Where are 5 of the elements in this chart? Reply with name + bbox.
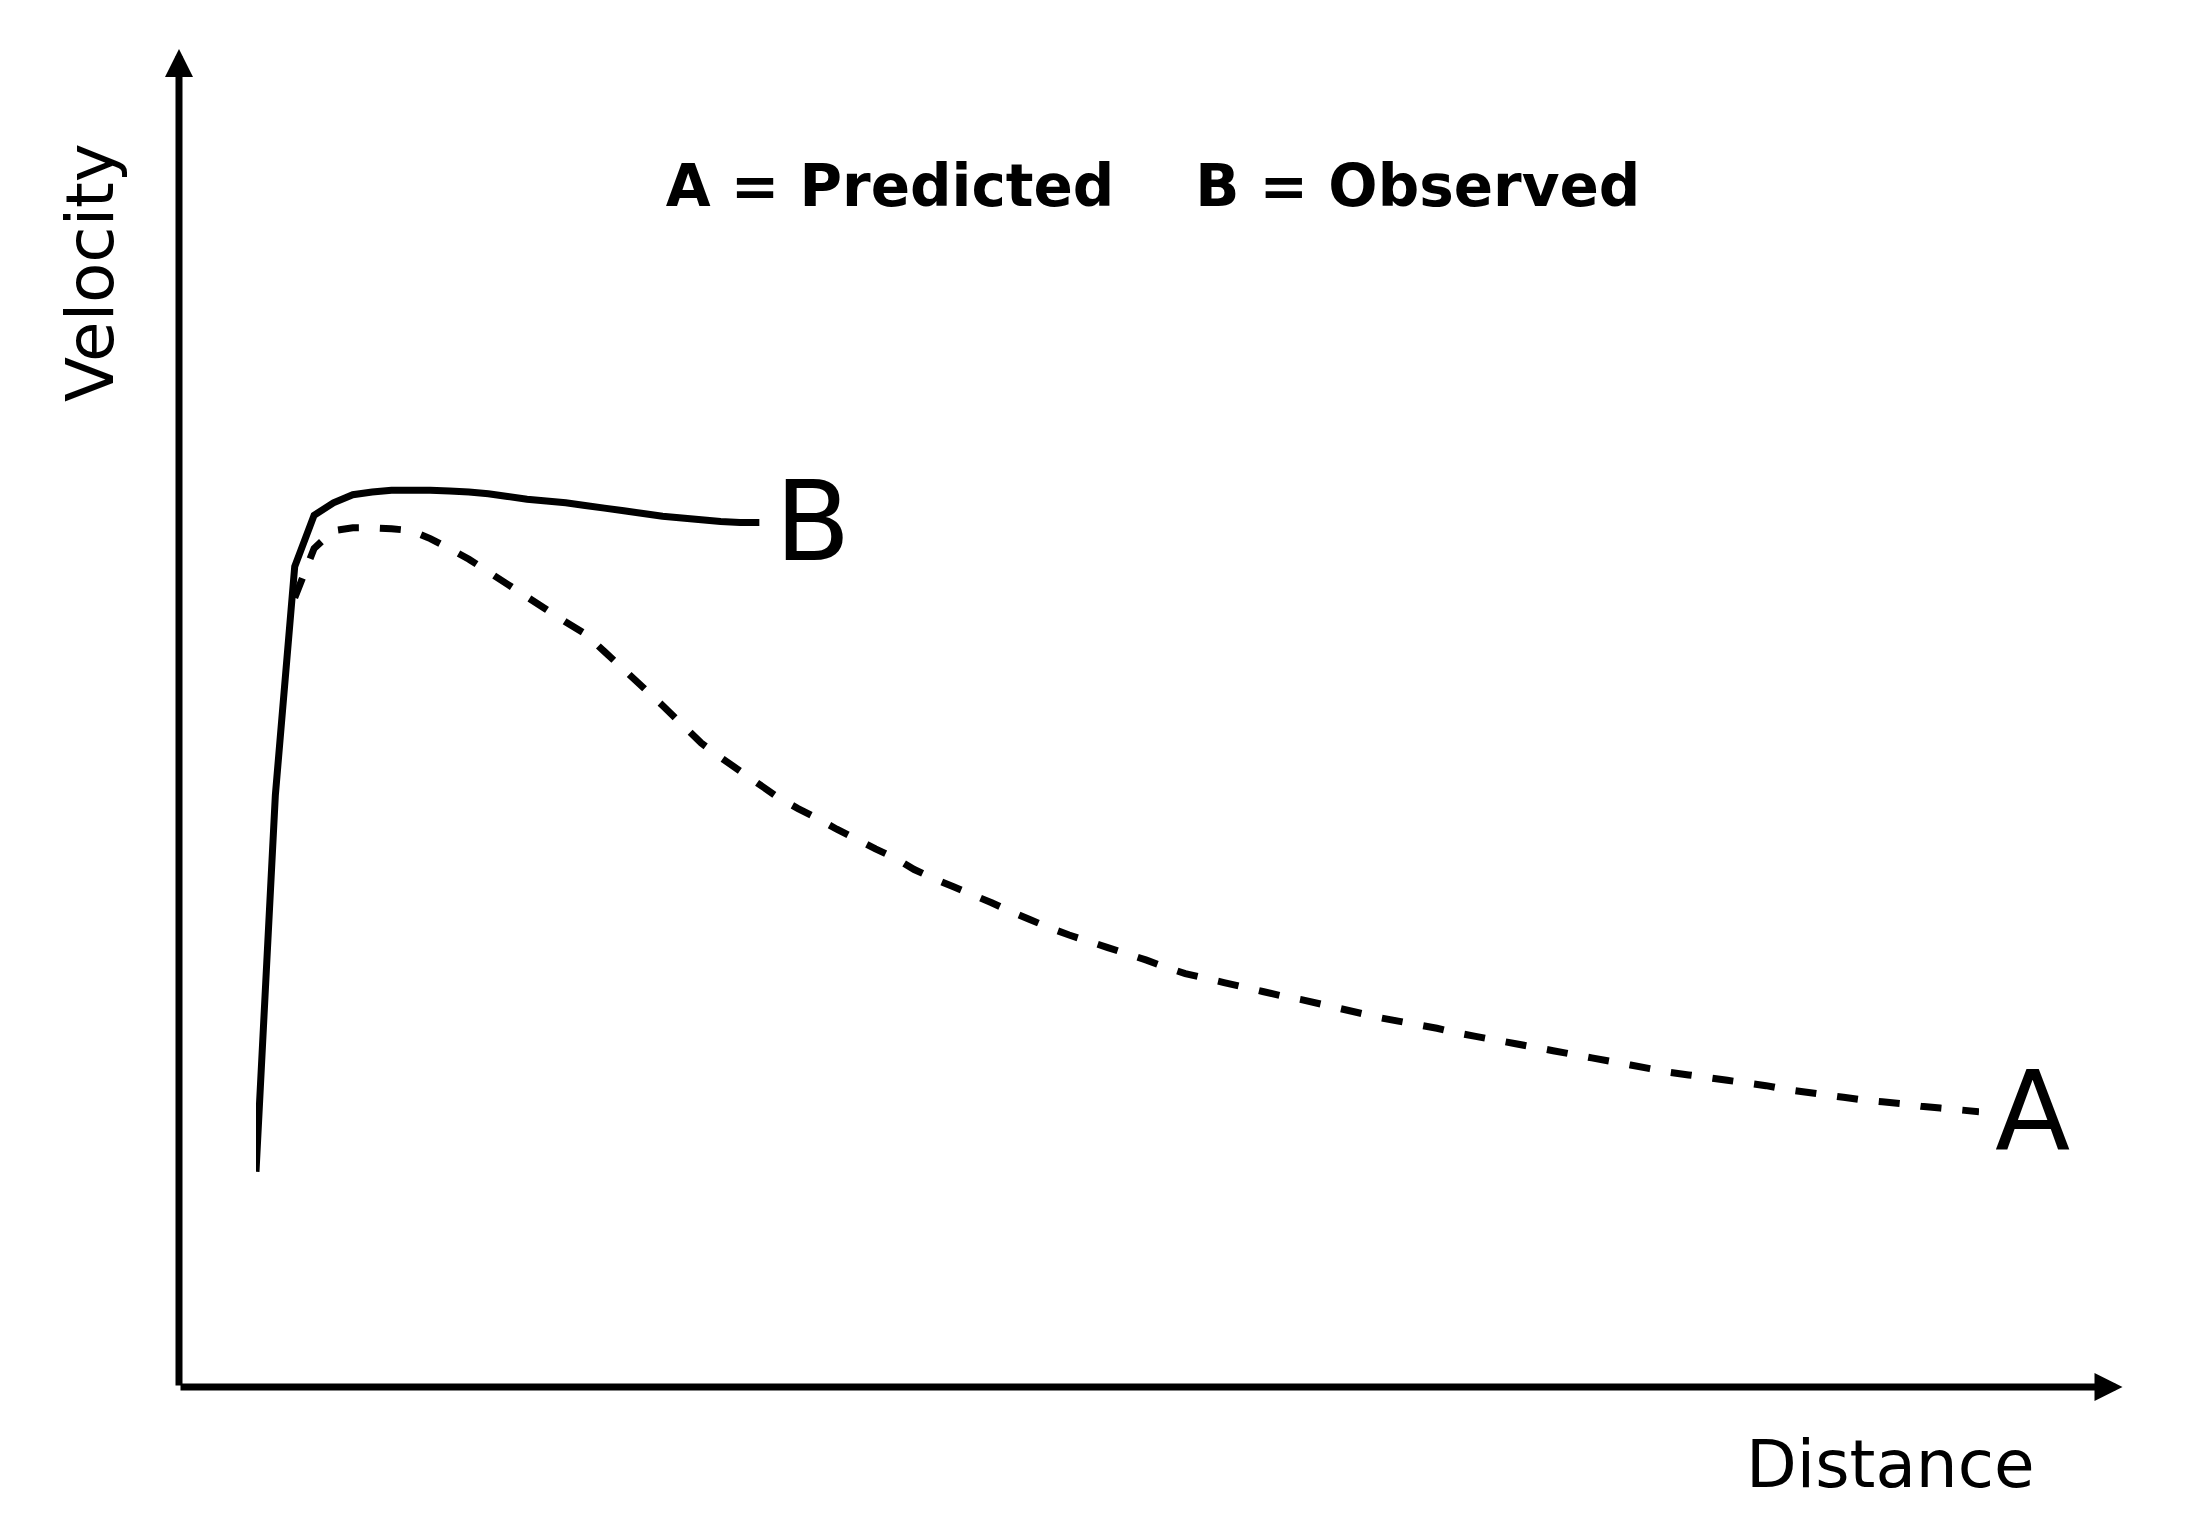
x-axis-title: Distance [1746,1426,2035,1503]
y-axis-title: Velocity [52,143,129,402]
series-label: B [775,458,851,586]
series-label: A [1995,1048,2071,1176]
chart-title: A = Predicted B = Observed [665,152,1641,221]
